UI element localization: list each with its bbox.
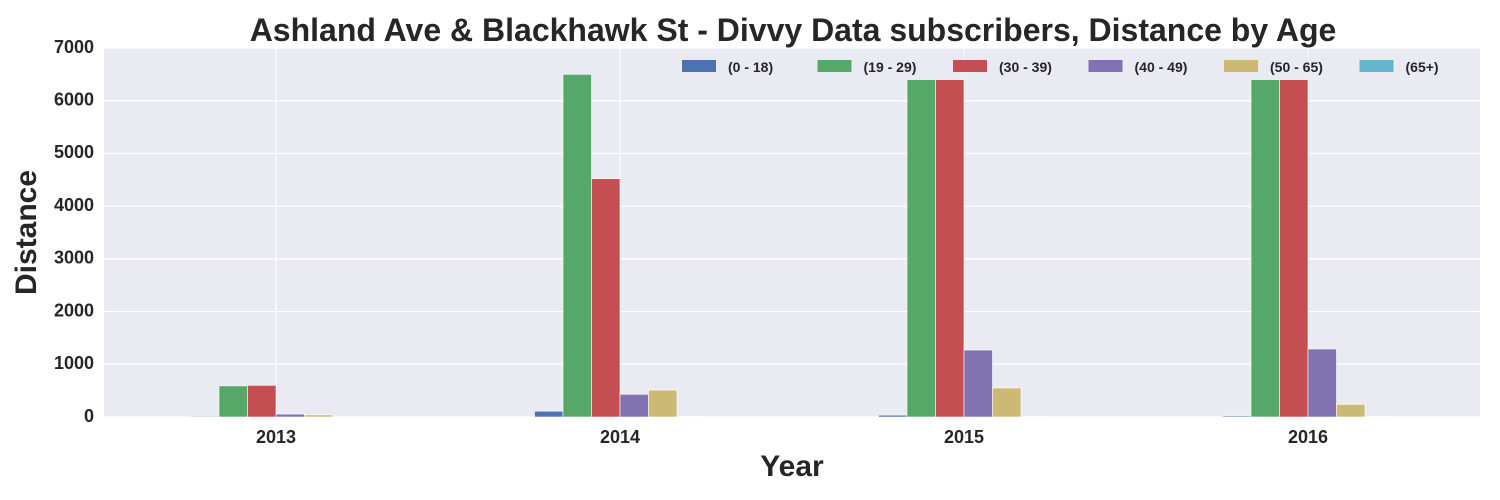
x-tick-label: 2014 <box>600 427 640 447</box>
bar-2016-0-18 <box>1222 415 1252 418</box>
bar-2016-40-49 <box>1307 348 1337 418</box>
bar-2014-65 <box>676 416 706 418</box>
x-tick-label: 2016 <box>1288 427 1328 447</box>
bar-2013-19-29 <box>218 385 248 418</box>
bar-2014-30-39 <box>591 178 621 418</box>
bar-2015-50-65 <box>992 387 1022 418</box>
bar-2015-40-49 <box>963 349 993 418</box>
bar-2015-30-39 <box>935 79 965 418</box>
legend-label: (65+) <box>1406 59 1439 75</box>
bars <box>190 74 1394 418</box>
bar-2015-19-29 <box>906 79 936 418</box>
y-tick-label: 5000 <box>54 142 94 162</box>
legend-label: (19 - 29) <box>864 59 917 75</box>
bar-2013-0-18 <box>190 415 220 418</box>
legend-swatch <box>1224 60 1258 72</box>
y-tick-label: 6000 <box>54 89 94 109</box>
bar-2014-0-18 <box>534 410 564 418</box>
legend-label: (50 - 65) <box>1270 59 1323 75</box>
bar-2013-40-49 <box>275 413 305 418</box>
y-tick-label: 7000 <box>54 37 94 57</box>
bar-2015-0-18 <box>878 414 908 418</box>
y-tick-label: 2000 <box>54 300 94 320</box>
legend-swatch <box>1359 60 1394 72</box>
legend-swatch <box>953 60 987 72</box>
legend-swatch <box>682 60 716 72</box>
x-axis-label: Year <box>760 450 824 483</box>
bar-2013-50-65 <box>304 414 334 418</box>
x-tick-label: 2013 <box>256 427 296 447</box>
legend-label: (30 - 39) <box>999 59 1052 75</box>
plot-area <box>104 48 1480 417</box>
x-tick-labels: 2013 2014 2015 2016 <box>256 427 1328 447</box>
y-tick-label: 4000 <box>54 195 94 215</box>
legend-swatch <box>817 60 852 72</box>
bar-2013-30-39 <box>247 385 277 418</box>
x-tick-label: 2015 <box>944 427 984 447</box>
y-tick-label: 1000 <box>54 353 94 373</box>
legend-label: (0 - 18) <box>728 59 773 75</box>
legend-background <box>674 54 1480 80</box>
bar-2016-19-29 <box>1250 79 1280 418</box>
bar-2014-19-29 <box>562 74 592 418</box>
y-tick-labels: 0 1000 2000 3000 4000 5000 6000 7000 <box>54 37 94 426</box>
bar-2016-50-65 <box>1336 404 1366 418</box>
bar-2015-65 <box>1020 416 1050 418</box>
bar-2016-30-39 <box>1279 79 1309 418</box>
y-tick-label: 0 <box>84 406 94 426</box>
legend-label: (40 - 49) <box>1135 59 1188 75</box>
bar-2014-40-49 <box>619 394 649 418</box>
legend-swatch <box>1088 60 1123 72</box>
y-axis-label: Distance <box>10 170 43 295</box>
chart-title: Ashland Ave & Blackhawk St - Divvy Data … <box>250 12 1337 48</box>
legend: (0 - 18) (19 - 29) (30 - 39) (40 - 49) (50 -… <box>674 54 1480 80</box>
bar-2014-50-65 <box>648 389 678 418</box>
y-tick-label: 3000 <box>54 248 94 268</box>
